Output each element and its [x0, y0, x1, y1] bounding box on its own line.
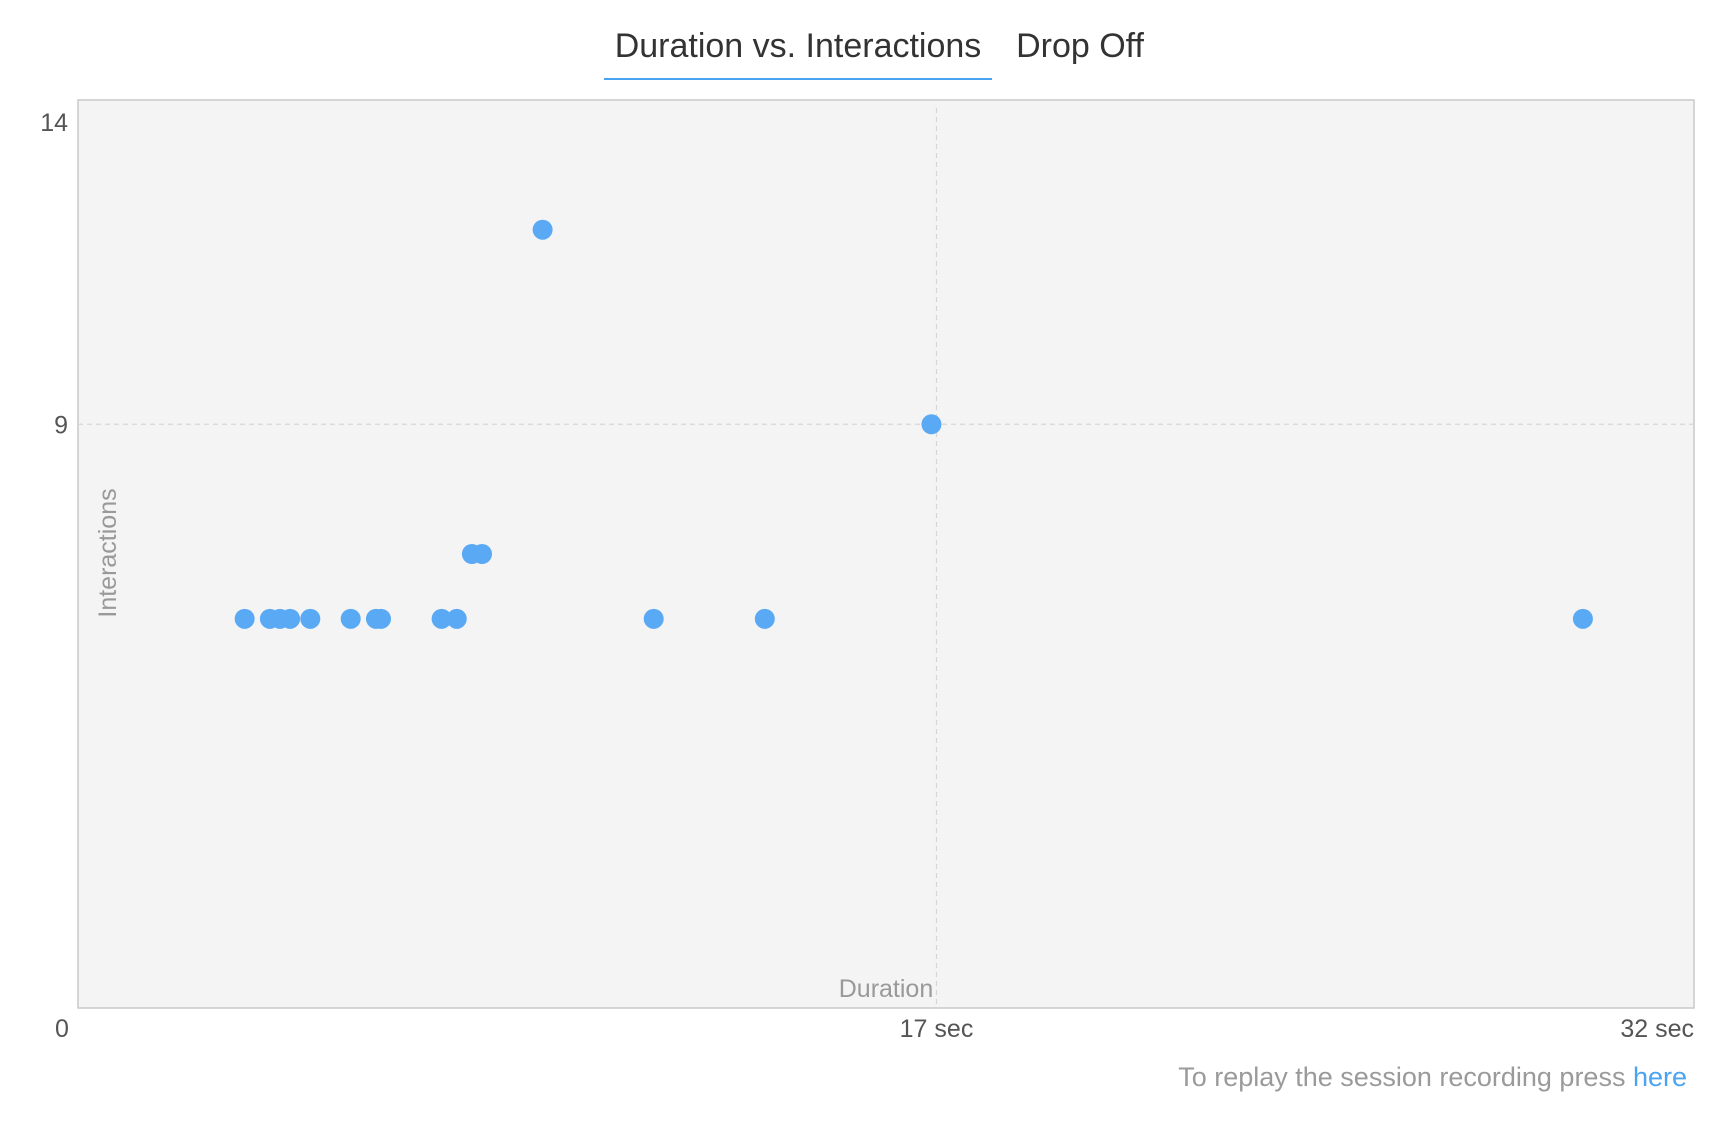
data-point[interactable]	[1572, 608, 1593, 629]
data-point[interactable]	[280, 608, 301, 629]
data-point[interactable]	[532, 219, 553, 240]
replay-link[interactable]: here	[1632, 1062, 1687, 1092]
data-point[interactable]	[472, 544, 492, 564]
tab-drop-off[interactable]: Drop Off	[1016, 27, 1144, 65]
y-tick-label: 9	[54, 411, 68, 439]
data-point[interactable]	[371, 608, 391, 629]
data-point[interactable]	[300, 608, 321, 629]
data-point[interactable]	[921, 414, 942, 435]
x-tick-label: 0	[55, 1015, 69, 1043]
y-axis-title: Interactions	[94, 488, 122, 617]
chart-tabs: Duration vs. Interactions Drop Off	[0, 0, 1730, 82]
data-point[interactable]	[234, 608, 255, 629]
x-axis-title: Duration	[839, 975, 934, 1003]
data-point[interactable]	[340, 608, 361, 629]
x-tick-label: 17 sec	[900, 1015, 974, 1043]
x-tick-label: 32 sec	[1620, 1015, 1694, 1043]
data-point[interactable]	[431, 608, 452, 629]
data-point[interactable]	[446, 608, 467, 629]
plot-area	[77, 99, 1695, 1009]
tab-duration-vs-interactions[interactable]: Duration vs. Interactions	[604, 20, 992, 80]
replay-footer: To replay the session recording press he…	[0, 1062, 1687, 1093]
scatter-chart: 9 14 0 17 sec 32 sec Duration Interactions	[40, 99, 1695, 1043]
data-point[interactable]	[754, 608, 775, 629]
data-point[interactable]	[643, 608, 664, 629]
replay-footer-text: To replay the session recording press	[1178, 1062, 1633, 1092]
y-tick-label: 14	[40, 109, 68, 137]
